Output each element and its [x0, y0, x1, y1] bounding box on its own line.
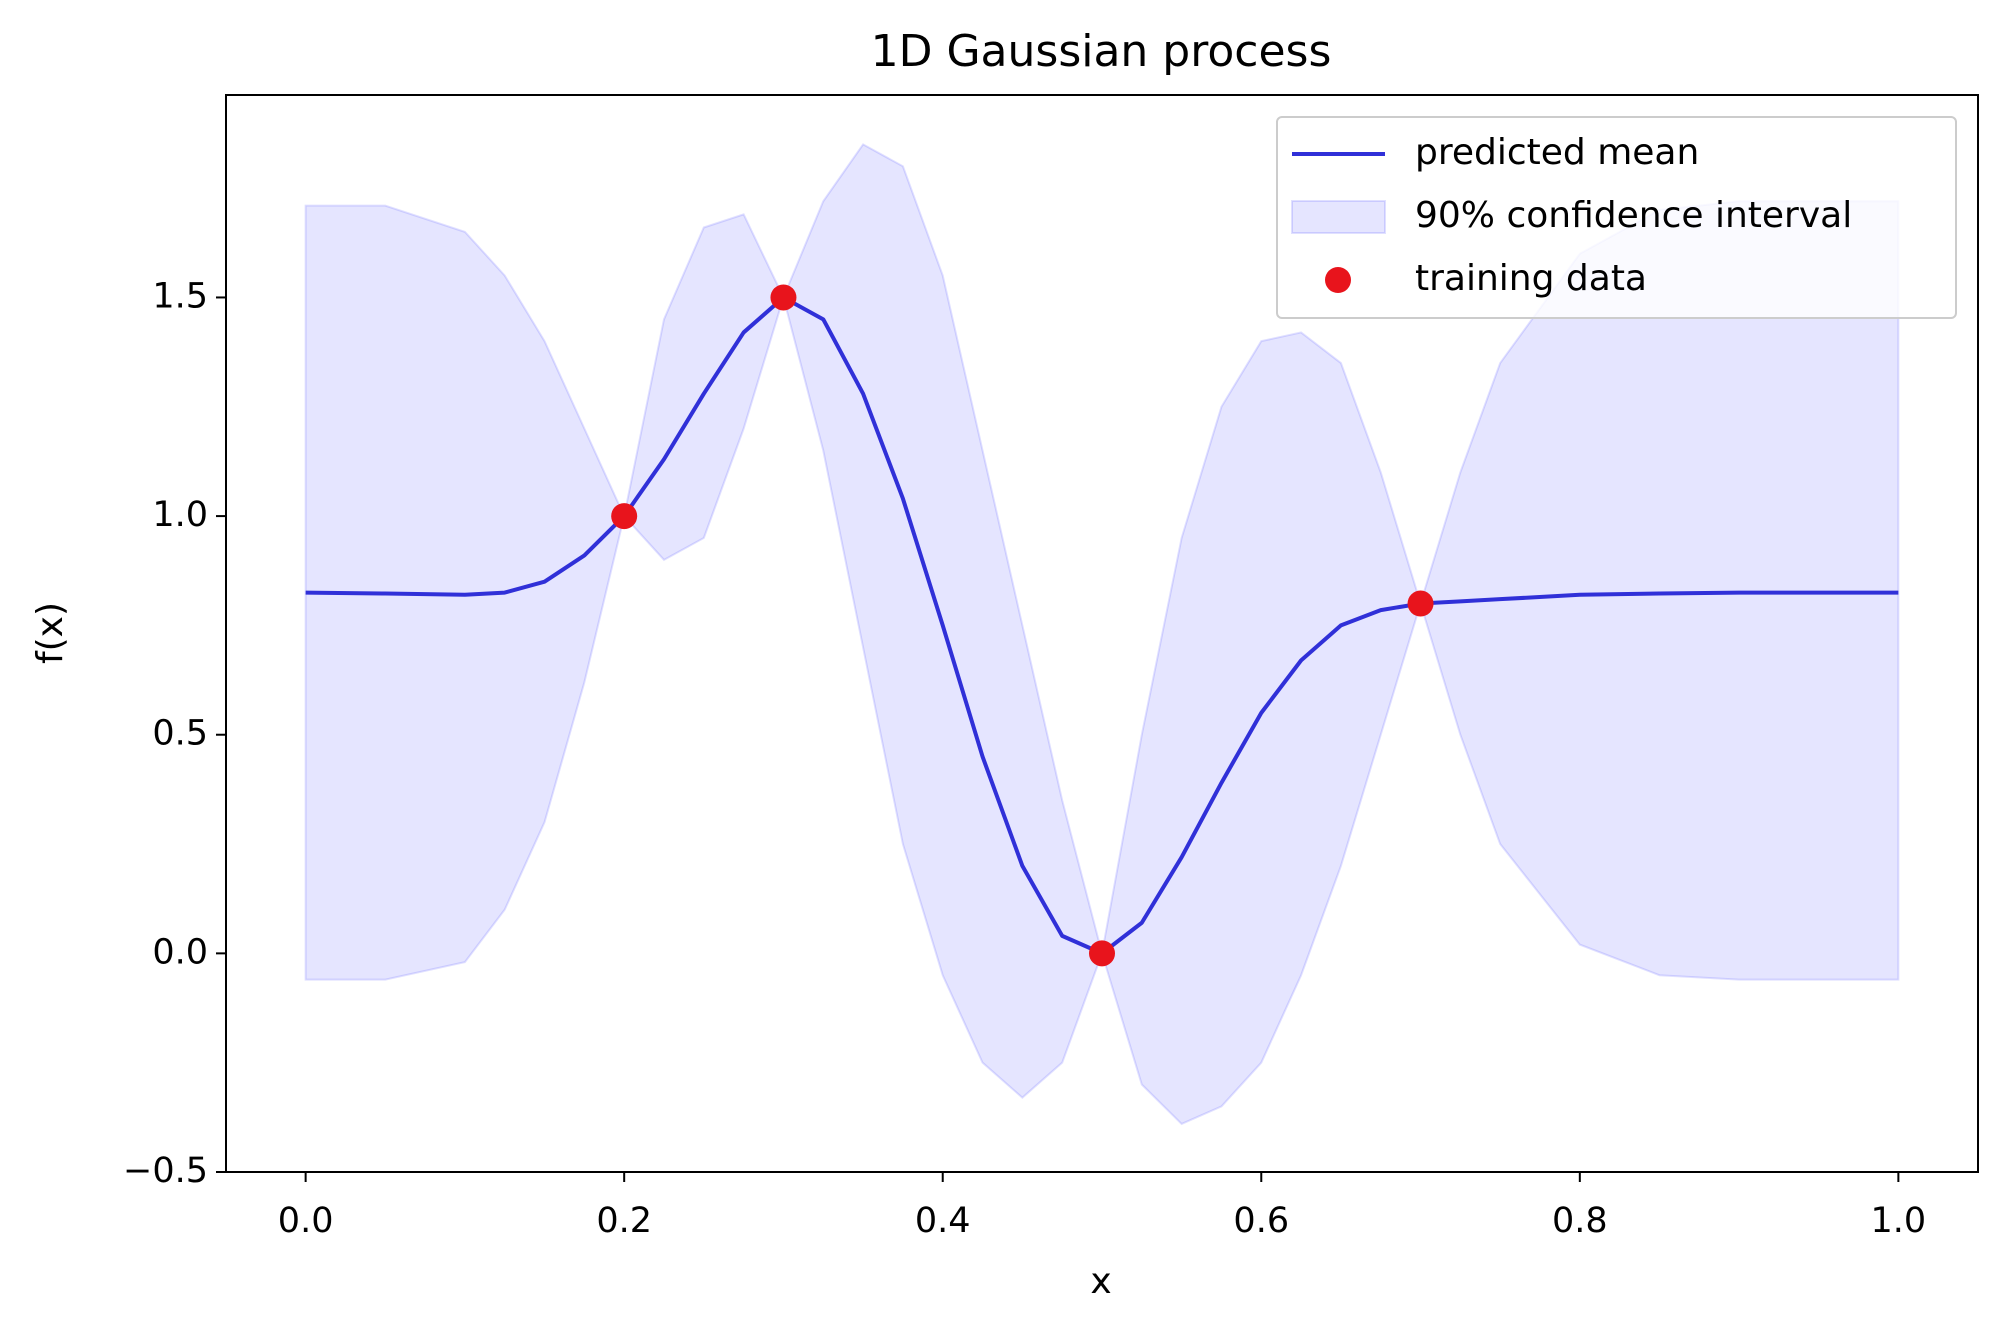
legend-label: 90% confidence interval [1415, 195, 1852, 236]
x-tick-label: 0.8 [1552, 1201, 1608, 1241]
y-tick-label: 1.5 [152, 276, 208, 316]
x-tick-label: 0.2 [596, 1201, 652, 1241]
legend-label: training data [1415, 258, 1647, 299]
training-point [1407, 590, 1434, 617]
legend-box [1276, 116, 1957, 319]
y-tick-label: 1.0 [152, 495, 208, 535]
training-point [611, 503, 638, 530]
legend-patch [1291, 200, 1386, 234]
x-tick-label: 0.4 [915, 1201, 971, 1241]
x-tick-label: 0.6 [1233, 1201, 1289, 1241]
legend-label: predicted mean [1415, 132, 1699, 173]
x-tick-label: 1.0 [1871, 1201, 1927, 1241]
training-point [770, 284, 797, 311]
training-point [1089, 940, 1115, 967]
plot-frame [225, 94, 1979, 1173]
y-tick-label: 0.5 [152, 714, 208, 754]
y-axis-label: f(x) [30, 602, 71, 664]
y-tick-label: −0.5 [123, 1151, 208, 1191]
y-tick-label: 0.0 [152, 932, 208, 972]
x-axis-label: x [1090, 1261, 1111, 1302]
x-tick-label: 0.0 [278, 1201, 334, 1241]
legend-dot [1325, 267, 1351, 293]
chart-title: 1D Gaussian process [871, 26, 1332, 77]
mean-line [305, 295, 1899, 956]
